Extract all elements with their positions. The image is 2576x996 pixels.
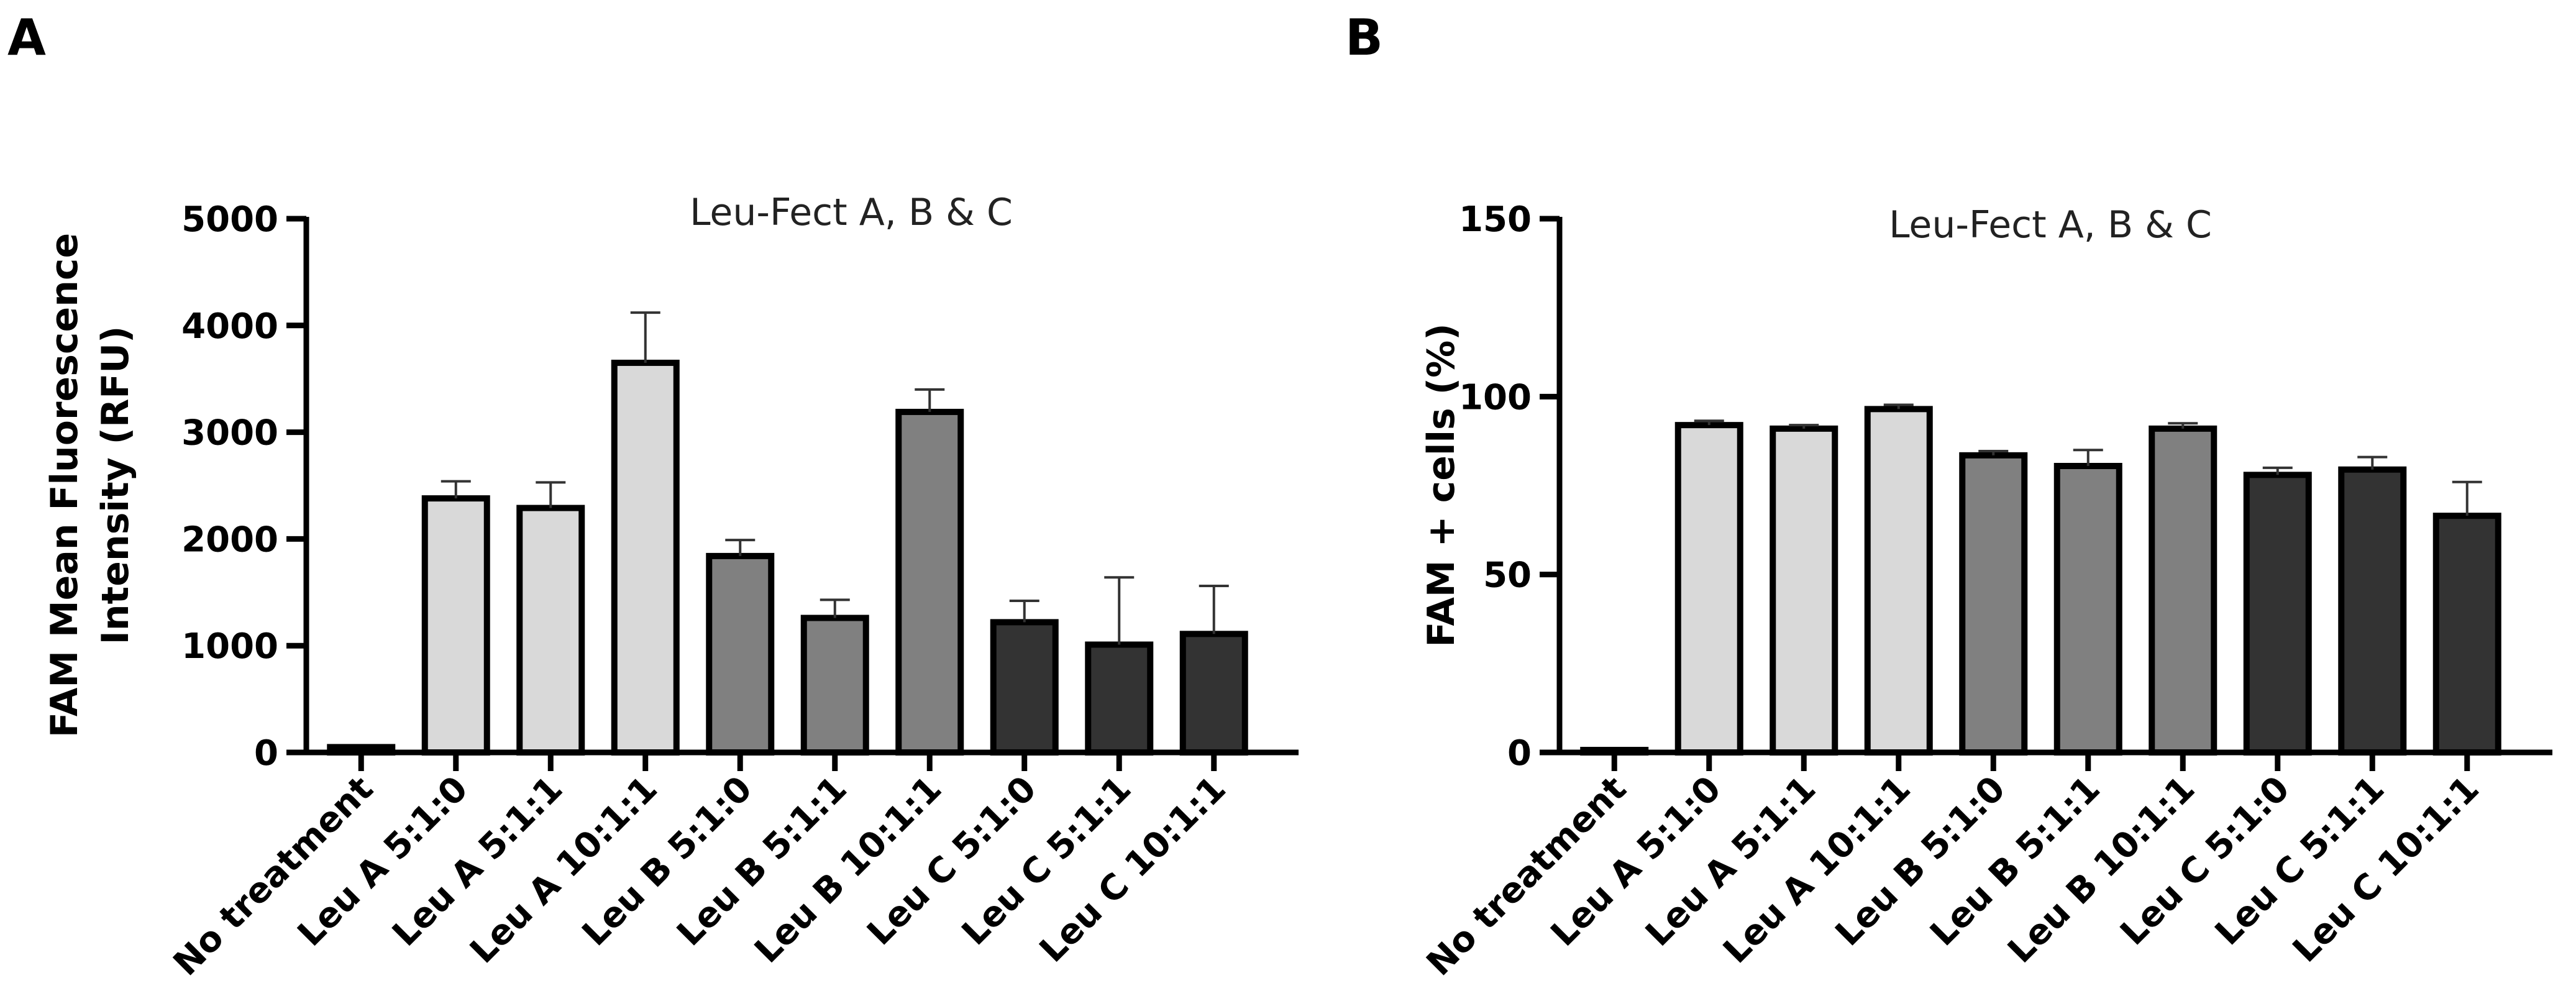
- chart-b-bar-9: [2338, 466, 2407, 756]
- chart-b-error-bar-6: [2073, 449, 2103, 467]
- chart-a-error-bar-10: [1199, 584, 1229, 634]
- chart-b-bar-10: [2432, 513, 2501, 756]
- chart-b-category-label-5: Leu B 5:1:0: [1828, 769, 2013, 954]
- chart-b: Leu-Fect A, B & C FAM + cells (%) 0 50 100 15…: [1419, 199, 2552, 984]
- panel-letter-a: A: [7, 9, 46, 66]
- chart-b-error-bar-7: [2168, 422, 2198, 429]
- chart-a-y-tick-label-4000: 4000: [181, 306, 278, 347]
- chart-a-bar-2: [421, 495, 490, 756]
- chart-a-title: Leu-Fect A, B & C: [690, 191, 1013, 234]
- chart-a-bar-3: [516, 505, 585, 756]
- chart-a-error-bar-3: [536, 481, 566, 508]
- chart-a-category-label-5: Leu B 5:1:0: [575, 769, 760, 954]
- chart-a: Leu-Fect A, B & C FAM Mean Fluorescence In…: [43, 191, 1299, 984]
- chart-a-bar-7: [895, 408, 964, 756]
- chart-a-y-tick-label-5000: 5000: [181, 199, 278, 240]
- chart-b-error-bar-9: [2357, 455, 2388, 470]
- chart-b-category-label-8: Leu C 5:1:0: [2112, 769, 2297, 953]
- chart-a-category-label-2: Leu A 5:1:0: [290, 769, 476, 954]
- chart-a-bar-10: [1179, 631, 1248, 756]
- chart-a-bar-4: [611, 359, 680, 756]
- chart-a-error-bar-2: [441, 480, 471, 499]
- chart-a-y-axis-label: FAM Mean Fluorescence Intensity (RFU): [43, 233, 137, 738]
- chart-a-bar-6: [800, 615, 869, 756]
- chart-b-error-bar-2: [1694, 419, 1724, 426]
- chart-b-bar-4: [1864, 406, 1933, 756]
- chart-b-title: Leu-Fect A, B & C: [1889, 203, 2212, 247]
- chart-a-category-label-3: Leu A 5:1:1: [385, 769, 570, 954]
- chart-a-error-bar-5: [725, 539, 756, 556]
- chart-b-error-bar-8: [2262, 466, 2293, 475]
- chart-a-error-bar-4: [630, 311, 660, 363]
- chart-b-bar-7: [2149, 425, 2217, 756]
- chart-b-error-bar-4: [1883, 403, 1914, 409]
- panel-letter-b: B: [1345, 9, 1383, 66]
- chart-b-bar-2: [1674, 422, 1743, 756]
- chart-a-error-bar-9: [1104, 576, 1135, 645]
- chart-a-category-label-8: Leu C 5:1:0: [859, 769, 1044, 953]
- chart-b-y-tick-label-0: 0: [1507, 733, 1532, 774]
- chart-b-error-bar-5: [1978, 449, 2009, 455]
- chart-b-bar-5: [1959, 452, 2028, 756]
- chart-a-y-tick-label-3000: 3000: [181, 413, 278, 454]
- chart-b-y-tick-label-100: 100: [1459, 377, 1532, 418]
- chart-a-error-bar-8: [1009, 600, 1039, 623]
- chart-a-y-tick-label-0: 0: [254, 733, 278, 774]
- chart-b-category-label-9: Leu C 5:1:1: [2208, 769, 2392, 953]
- chart-a-y-tick-label-2000: 2000: [181, 519, 278, 560]
- chart-b-category-label-6: Leu B 5:1:1: [1922, 769, 2108, 954]
- chart-a-error-bar-6: [820, 598, 850, 618]
- chart-b-bar-3: [1770, 425, 1838, 756]
- chart-b-y-tick-label-50: 50: [1483, 555, 1532, 596]
- chart-a-bar-8: [990, 619, 1059, 756]
- chart-b-category-label-3: Leu A 5:1:1: [1638, 769, 1824, 954]
- chart-a-category-label-9: Leu C 5:1:1: [954, 769, 1139, 953]
- chart-a-y-tick-label-1000: 1000: [181, 626, 278, 667]
- chart-a-bar-5: [706, 552, 775, 756]
- chart-b-bar-6: [2053, 463, 2122, 756]
- chart-b-error-bar-3: [1789, 424, 1819, 429]
- chart-b-category-label-2: Leu A 5:1:0: [1543, 769, 1729, 954]
- chart-b-y-axis-label: FAM + cells (%): [1420, 323, 1463, 647]
- chart-b-bar-8: [2243, 472, 2312, 756]
- chart-b-y-tick-label-150: 150: [1459, 199, 1532, 240]
- chart-b-error-bar-10: [2452, 480, 2482, 516]
- chart-a-error-bar-7: [915, 388, 945, 412]
- chart-a-category-label-6: Leu B 5:1:1: [669, 769, 854, 954]
- chart-a-bar-9: [1085, 641, 1154, 756]
